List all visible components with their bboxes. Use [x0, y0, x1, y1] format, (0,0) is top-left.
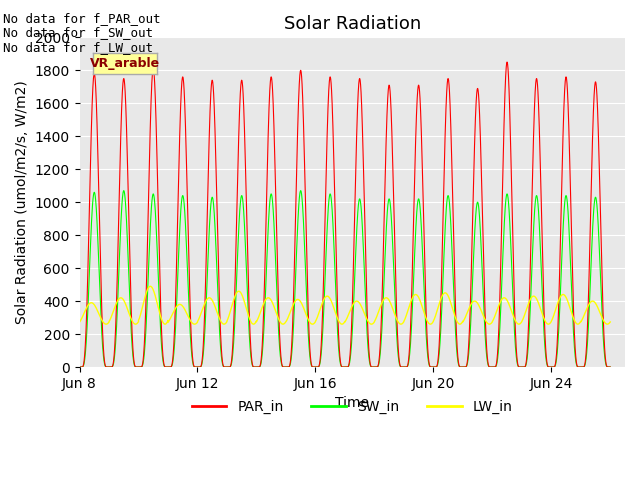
Text: VR_arable: VR_arable: [90, 57, 160, 70]
Y-axis label: Solar Radiation (umol/m2/s, W/m2): Solar Radiation (umol/m2/s, W/m2): [15, 80, 29, 324]
Title: Solar Radiation: Solar Radiation: [284, 15, 421, 33]
Legend: PAR_in, SW_in, LW_in: PAR_in, SW_in, LW_in: [186, 394, 518, 420]
X-axis label: Time: Time: [335, 396, 369, 410]
Text: No data for f_SW_out: No data for f_SW_out: [3, 26, 153, 39]
Text: No data for f_PAR_out: No data for f_PAR_out: [3, 12, 161, 25]
Text: No data for f_LW_out: No data for f_LW_out: [3, 41, 153, 54]
